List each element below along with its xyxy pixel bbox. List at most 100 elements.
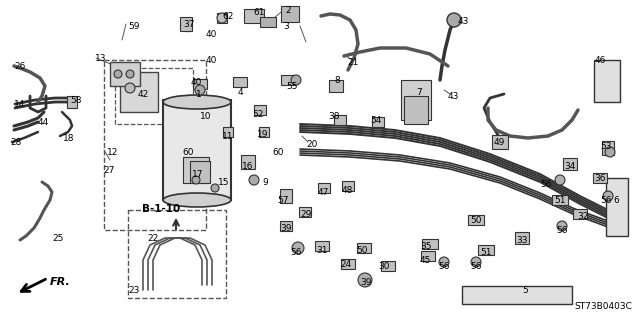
Bar — [372, 117, 384, 127]
Bar — [193, 79, 207, 89]
Bar — [492, 135, 508, 149]
Bar — [422, 239, 438, 249]
Circle shape — [605, 147, 615, 157]
Text: 43: 43 — [458, 17, 469, 26]
Bar — [233, 77, 247, 87]
Text: 5: 5 — [522, 286, 528, 295]
Text: 4: 4 — [238, 88, 244, 97]
Bar — [67, 96, 77, 108]
Text: 10: 10 — [200, 112, 211, 121]
Text: 60: 60 — [272, 148, 284, 157]
Text: 32: 32 — [577, 212, 588, 221]
Text: 55: 55 — [286, 82, 298, 91]
Text: 57: 57 — [277, 196, 289, 205]
Text: 17: 17 — [192, 170, 204, 179]
Circle shape — [292, 242, 304, 254]
Bar — [217, 13, 227, 23]
Text: 1: 1 — [196, 90, 202, 99]
Text: 20: 20 — [306, 140, 317, 149]
Bar — [254, 105, 266, 115]
Circle shape — [195, 85, 205, 95]
Bar — [421, 251, 435, 261]
Text: 56: 56 — [600, 196, 611, 205]
Text: 33: 33 — [516, 236, 527, 245]
Text: 22: 22 — [147, 234, 158, 243]
Circle shape — [126, 70, 134, 78]
Text: 40: 40 — [206, 56, 218, 65]
Text: 51: 51 — [480, 248, 492, 257]
Text: 16: 16 — [242, 162, 253, 171]
Bar — [602, 141, 614, 155]
Text: 52: 52 — [252, 110, 264, 119]
Bar — [120, 72, 158, 112]
Text: 40: 40 — [191, 78, 202, 87]
Text: 7: 7 — [416, 88, 422, 97]
Bar — [552, 195, 568, 205]
Text: 26: 26 — [14, 62, 26, 71]
Text: 42: 42 — [138, 90, 149, 99]
Ellipse shape — [163, 95, 231, 109]
Bar — [462, 286, 572, 304]
Circle shape — [471, 257, 481, 267]
Bar — [259, 127, 269, 137]
Circle shape — [291, 75, 301, 85]
Text: 60: 60 — [182, 148, 193, 157]
Bar — [342, 181, 354, 191]
Text: 43: 43 — [448, 92, 460, 101]
Bar — [515, 232, 529, 244]
Circle shape — [447, 13, 461, 27]
Text: 31: 31 — [316, 246, 328, 255]
Text: 40: 40 — [206, 30, 218, 39]
Text: 58: 58 — [70, 96, 81, 105]
Bar — [318, 183, 330, 193]
Bar — [329, 80, 343, 92]
Text: 25: 25 — [52, 234, 63, 243]
Text: 12: 12 — [107, 148, 118, 157]
Bar — [315, 241, 329, 251]
Text: 28: 28 — [10, 138, 21, 147]
Circle shape — [114, 70, 122, 78]
Ellipse shape — [163, 193, 231, 207]
Text: 54: 54 — [370, 116, 381, 125]
Text: 59: 59 — [128, 22, 140, 31]
Bar — [299, 207, 311, 217]
Text: 8: 8 — [334, 76, 340, 85]
Text: 51: 51 — [554, 196, 566, 205]
Text: 15: 15 — [218, 178, 230, 187]
Text: 53: 53 — [600, 142, 611, 151]
Bar — [281, 75, 295, 85]
Text: 18: 18 — [63, 134, 74, 143]
Text: 29: 29 — [300, 210, 312, 219]
Bar — [241, 155, 255, 169]
Bar — [190, 161, 210, 183]
Bar — [404, 96, 428, 124]
Bar — [104, 60, 206, 230]
Text: 37: 37 — [183, 20, 195, 29]
Bar — [334, 115, 346, 125]
Text: 56: 56 — [556, 226, 568, 235]
Bar — [468, 215, 484, 225]
Text: 23: 23 — [128, 286, 140, 295]
Text: 21: 21 — [347, 58, 358, 67]
Bar — [280, 221, 292, 231]
Text: 38: 38 — [328, 112, 339, 121]
Bar — [563, 158, 577, 170]
Text: ST73B0403C: ST73B0403C — [574, 302, 632, 311]
Bar — [357, 243, 371, 253]
Text: 44: 44 — [38, 118, 49, 127]
Bar — [573, 209, 587, 219]
Circle shape — [555, 175, 565, 185]
Circle shape — [249, 175, 259, 185]
Text: 39: 39 — [280, 224, 291, 233]
Text: 13: 13 — [95, 54, 106, 63]
Text: 35: 35 — [420, 242, 431, 251]
Bar — [128, 210, 226, 298]
Bar — [110, 62, 140, 86]
Bar — [341, 259, 355, 269]
Text: 24: 24 — [340, 260, 351, 269]
Text: 36: 36 — [594, 174, 605, 183]
Circle shape — [192, 176, 200, 184]
Circle shape — [211, 184, 219, 192]
Bar — [594, 60, 620, 102]
Text: 50: 50 — [356, 246, 367, 255]
